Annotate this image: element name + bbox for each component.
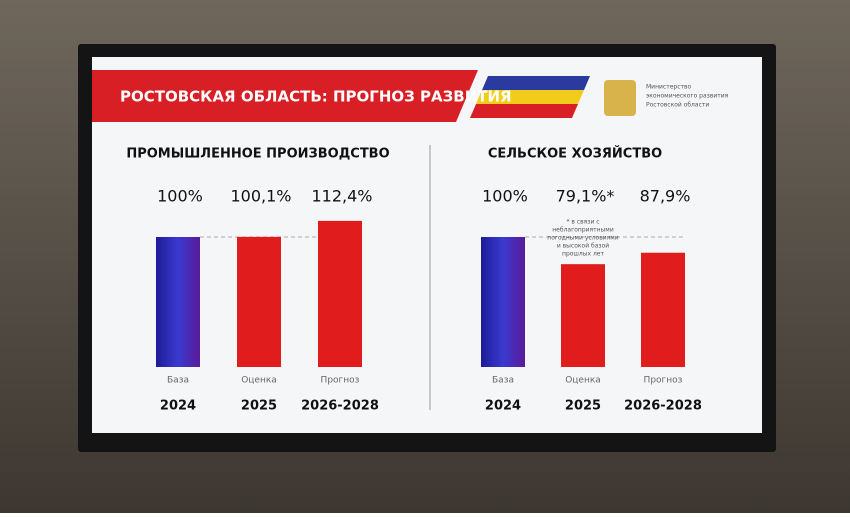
category-label: Оценка	[565, 376, 601, 386]
chart-title: СЕЛЬСКОЕ ХОЗЯЙСТВО	[488, 146, 662, 162]
annotation: * в связи с	[566, 219, 599, 226]
value-label: 79,1%*	[556, 187, 615, 206]
period-label: 2024	[160, 399, 196, 414]
flag-yellow	[476, 90, 584, 104]
category-label: База	[492, 376, 514, 386]
category-label: База	[167, 376, 189, 386]
bar	[156, 237, 200, 367]
period-label: 2026-2028	[624, 399, 702, 414]
ministry-line: экономического развития	[646, 93, 729, 100]
bar	[481, 237, 525, 367]
bar	[318, 220, 362, 367]
bar	[641, 252, 685, 367]
value-label: 112,4%	[311, 187, 372, 206]
annotation: и высокой базой	[557, 243, 609, 250]
chart-title: ПРОМЫШЛЕННОЕ ПРОИЗВОДСТВО	[126, 147, 389, 162]
annotation: неблагоприятными	[552, 227, 614, 234]
period-label: 2025	[565, 399, 601, 414]
value-label: 100%	[482, 187, 528, 206]
category-label: Оценка	[241, 376, 277, 386]
annotation: прошлых лет	[562, 251, 604, 258]
value-label: 87,9%	[640, 187, 691, 206]
bar	[237, 236, 281, 367]
category-label: Прогноз	[321, 376, 360, 386]
bar	[561, 264, 605, 367]
value-label: 100%	[157, 187, 203, 206]
period-label: 2026-2028	[301, 399, 379, 414]
annotation: погодными условиями	[547, 235, 618, 242]
ministry-line: Министерство	[646, 84, 692, 91]
header-band	[92, 70, 478, 122]
flag-blue	[482, 76, 590, 90]
period-label: 2024	[485, 399, 521, 414]
period-label: 2025	[241, 399, 277, 414]
flag-red	[470, 104, 578, 118]
emblem	[604, 80, 636, 116]
category-label: Прогноз	[644, 376, 683, 386]
ministry-line: Ростовской области	[646, 102, 709, 109]
header-title: РОСТОВСКАЯ ОБЛАСТЬ: ПРОГНОЗ РАЗВИТИЯ	[120, 88, 512, 106]
value-label: 100,1%	[230, 187, 291, 206]
